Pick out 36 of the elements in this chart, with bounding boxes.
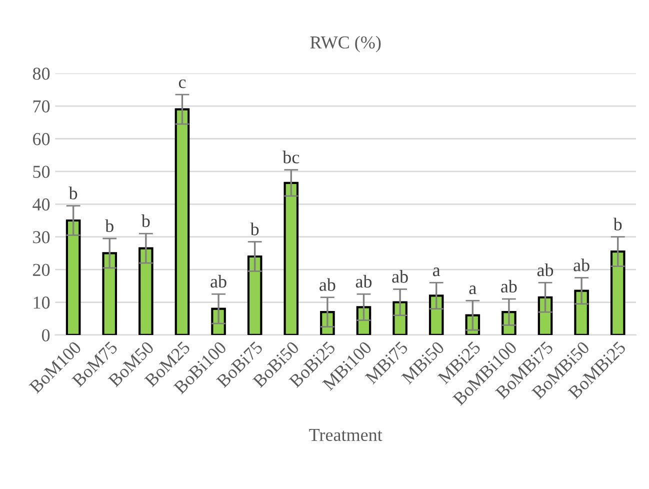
y-tick-label: 30 (33, 231, 50, 244)
y-tick-label: 80 (32, 68, 50, 80)
y-tick-label: 40 (32, 198, 50, 211)
y-tick-label: 10 (34, 296, 50, 309)
bar (428, 294, 444, 335)
annotation: bc (282, 150, 300, 164)
annotation: b (613, 218, 622, 230)
y-tick-label: 20 (33, 264, 50, 276)
annotation: ab (320, 278, 336, 291)
annotation: ab (392, 270, 408, 283)
y-tick-label: 0 (42, 329, 50, 342)
bar (284, 182, 299, 335)
annotation: ab (356, 274, 372, 288)
annotation: ab (501, 280, 517, 293)
bar (174, 108, 190, 335)
bar (102, 252, 118, 335)
annotation: ab (574, 258, 590, 272)
x-axis-title: Treatment (309, 429, 382, 442)
bar (574, 290, 589, 335)
y-tick-label: 50 (33, 166, 50, 178)
y-tick-label: 70 (33, 100, 50, 112)
bar (610, 250, 626, 335)
annotation: b (105, 219, 114, 232)
bar (247, 255, 262, 335)
annotation: a (469, 286, 476, 294)
annotation: a (432, 268, 440, 276)
y-tick-label: 60 (33, 133, 50, 146)
bar (138, 247, 154, 335)
annotation: c (178, 79, 186, 88)
annotation: b (68, 186, 78, 200)
annotation: b (141, 214, 150, 228)
annotation: ab (537, 263, 554, 276)
annotation: b (250, 222, 259, 236)
chart-title: RWC (%) (310, 36, 381, 52)
bar (66, 219, 81, 335)
annotation: ab (210, 274, 226, 288)
